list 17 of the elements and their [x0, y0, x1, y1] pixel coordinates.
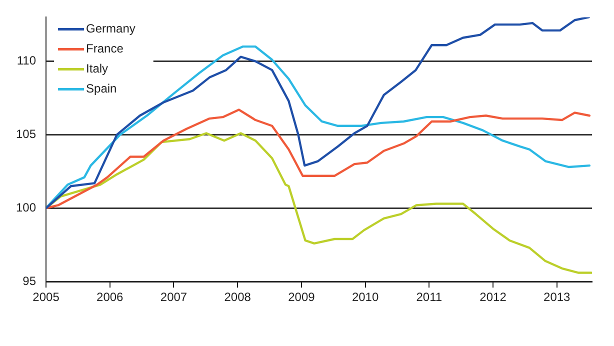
x-tick-label: 2009 — [288, 290, 316, 304]
x-tick-label: 2008 — [224, 290, 252, 304]
legend-label: Germany — [86, 22, 136, 36]
legend-label: Spain — [86, 82, 117, 96]
x-tick-label: 2013 — [544, 290, 571, 304]
x-tick-label: 2006 — [96, 290, 124, 304]
y-tick-label: 95 — [22, 274, 36, 288]
x-tick-label: 2012 — [480, 290, 507, 304]
x-tick-label: 2011 — [416, 290, 442, 304]
x-tick-label: 2010 — [352, 290, 379, 304]
y-tick-label: 110 — [16, 54, 36, 68]
y-tick-label: 100 — [16, 200, 36, 214]
x-tick-label: 2005 — [32, 290, 60, 304]
legend-label: France — [86, 42, 124, 56]
legend-label: Italy — [86, 62, 108, 76]
x-tick-label: 2007 — [160, 290, 188, 304]
y-tick-label: 105 — [16, 127, 36, 142]
